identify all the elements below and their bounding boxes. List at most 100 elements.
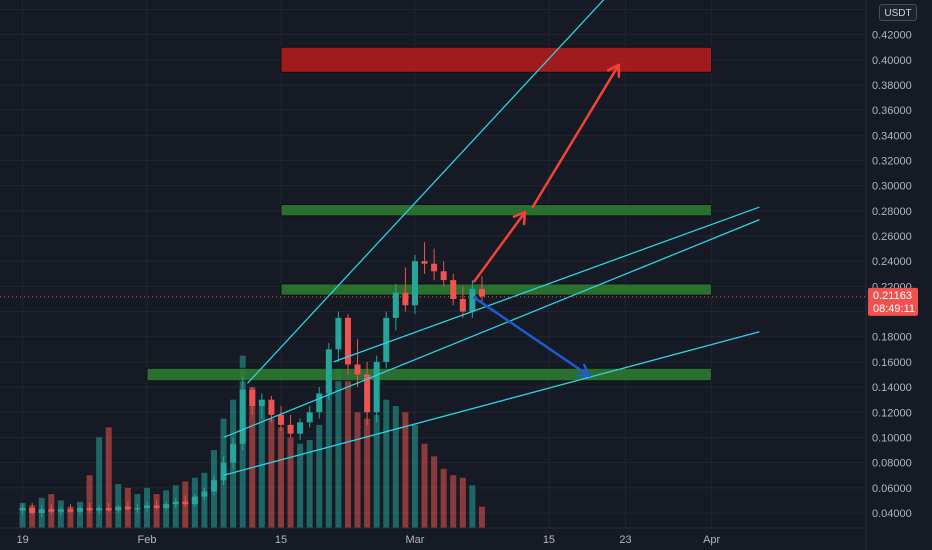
currency-button[interactable]: USDT <box>879 4 917 21</box>
y-tick-label-18: 0.40000 <box>872 55 912 67</box>
candle-body-46 <box>459 298 466 312</box>
candle-body-10 <box>115 506 122 511</box>
volume-bar-42 <box>421 443 428 528</box>
candle-body-4 <box>57 509 64 512</box>
volume-bar-34 <box>344 380 351 528</box>
candle-body-25 <box>258 399 265 406</box>
x-tick-label-5: 23 <box>619 534 631 546</box>
candle-body-7 <box>86 507 93 511</box>
candle-body-19 <box>201 491 208 497</box>
arrow-up-1-shaft <box>473 210 527 283</box>
candle-body-48 <box>478 288 485 297</box>
volume-bar-8 <box>96 437 103 528</box>
candle-body-20 <box>210 480 217 492</box>
candle-body-23 <box>239 389 246 444</box>
volume-bar-5 <box>67 506 74 528</box>
volume-bar-38 <box>383 399 390 528</box>
candle-body-13 <box>144 505 150 508</box>
candle-body-17 <box>182 501 189 505</box>
volume-bar-46 <box>459 477 466 528</box>
candle-body-22 <box>230 443 237 463</box>
y-tick-label-0: 0.04000 <box>872 508 912 520</box>
volume-bar-33 <box>335 368 342 528</box>
channel-lower <box>223 331 760 476</box>
candle-body-47 <box>469 288 476 312</box>
price-badge: 0.21163 08:49:11 <box>868 287 918 316</box>
price-badge-background <box>868 287 918 316</box>
candle-body-30 <box>306 412 313 423</box>
candle-body-3 <box>48 509 55 512</box>
candle-body-15 <box>163 504 170 508</box>
candle-body-38 <box>383 317 390 362</box>
volume-bar-44 <box>440 468 447 528</box>
candle-body-12 <box>134 507 141 510</box>
volume-bar-36 <box>364 418 371 528</box>
candle-body-18 <box>191 496 198 505</box>
candle-body-0 <box>19 507 26 511</box>
volume-bar-40 <box>402 412 409 528</box>
candle-body-9 <box>105 507 112 511</box>
candle-body-6 <box>77 507 84 512</box>
arrow-up-2 <box>531 63 621 209</box>
candle-body-5 <box>67 509 74 512</box>
volume-bar-1 <box>29 505 36 528</box>
candle-body-33 <box>335 317 342 350</box>
candle-body-31 <box>316 393 323 413</box>
support-zone-low <box>146 367 713 382</box>
candle-body-35 <box>354 364 361 375</box>
channel-base <box>223 219 760 439</box>
y-tick-label-17: 0.38000 <box>872 80 912 92</box>
candle-body-27 <box>277 414 284 425</box>
candle-body-40 <box>402 292 409 306</box>
arrow-up-1-head <box>512 210 527 226</box>
volume-bar-25 <box>258 405 265 528</box>
candle-body-41 <box>411 261 418 306</box>
volume-bar-29 <box>297 443 304 528</box>
candle-body-1 <box>29 507 36 513</box>
y-tick-label-13: 0.30000 <box>872 181 912 193</box>
y-tick-label-5: 0.14000 <box>872 382 912 394</box>
y-tick-label-7: 0.18000 <box>872 332 912 344</box>
candle-body-32 <box>325 349 332 394</box>
volume-bar-37 <box>373 414 380 528</box>
y-tick-label-19: 0.42000 <box>872 30 912 42</box>
volume-bar-6 <box>77 501 84 528</box>
arrow-down-head <box>575 363 591 378</box>
volume-bar-26 <box>268 418 275 528</box>
volume-bar-41 <box>411 424 418 528</box>
candle-body-2 <box>38 509 45 513</box>
y-tick-label-10: 0.24000 <box>872 256 912 268</box>
volume-bar-35 <box>354 412 361 528</box>
x-axis: 19 Feb 15 Mar 15 23 Apr <box>0 527 866 546</box>
y-tick-label-11: 0.26000 <box>872 231 912 243</box>
trendlines <box>223 0 760 476</box>
price-zones <box>146 46 713 382</box>
channel-middle <box>333 206 760 363</box>
forecast-arrows <box>473 63 621 378</box>
y-tick-label-15: 0.34000 <box>872 130 912 142</box>
volume-bar-7 <box>86 475 93 528</box>
price-badge-countdown: 08:49:11 <box>873 303 915 315</box>
y-tick-label-1: 0.06000 <box>872 483 912 495</box>
candle-body-11 <box>124 506 131 510</box>
volume-bar-14 <box>153 494 160 528</box>
y-tick-label-16: 0.36000 <box>872 105 912 117</box>
candle-body-36 <box>364 374 371 413</box>
candle-body-16 <box>172 501 179 505</box>
volume-bar-45 <box>450 475 457 528</box>
candles <box>19 242 485 517</box>
volume-bar-9 <box>105 427 112 528</box>
y-tick-label-12: 0.28000 <box>872 206 912 218</box>
candle-body-29 <box>297 422 304 434</box>
y-tick-label-3: 0.10000 <box>872 432 912 444</box>
y-tick-label-6: 0.16000 <box>872 357 912 369</box>
volume-bar-27 <box>277 427 284 528</box>
x-tick-label-3: Mar <box>405 534 424 546</box>
volume-bar-47 <box>469 485 476 528</box>
volume-bar-48 <box>478 506 485 528</box>
arrow-up-2-head <box>606 63 621 79</box>
candle-body-28 <box>287 424 294 434</box>
channel-upper <box>247 0 605 384</box>
candle-body-42 <box>421 261 428 264</box>
